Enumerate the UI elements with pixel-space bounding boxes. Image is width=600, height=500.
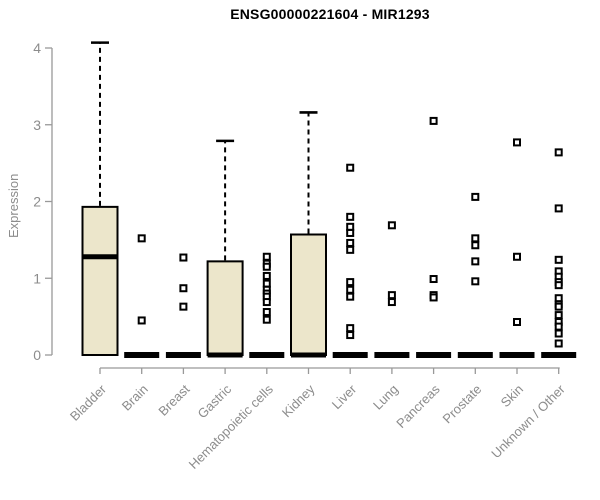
y-tick-label: 0 <box>33 347 41 363</box>
median-line <box>82 254 118 260</box>
x-tick-label: Breast <box>155 381 192 418</box>
outlier-point <box>346 212 355 221</box>
outlier-point <box>179 253 188 262</box>
outlier-point <box>346 285 355 294</box>
chart-title: ENSG00000221604 - MIR1293 <box>230 6 430 22</box>
y-tick-label: 1 <box>33 270 41 286</box>
outlier-point <box>179 302 188 311</box>
outlier-point <box>179 284 188 293</box>
zero-box-unknown-other <box>541 352 577 358</box>
box-kidney <box>290 233 327 356</box>
y-tick-label: 2 <box>33 194 41 210</box>
x-tick-label: Kidney <box>279 381 318 420</box>
x-tick-label: Bladder <box>67 381 110 424</box>
outlier-point <box>346 163 355 172</box>
outlier-point <box>346 228 355 237</box>
outlier-point <box>513 138 521 147</box>
outlier-point <box>429 275 438 284</box>
outlier-point <box>387 221 396 230</box>
outlier-point <box>429 293 438 302</box>
zero-box-liver <box>332 352 368 358</box>
outlier-point <box>554 302 563 311</box>
outlier-point <box>429 116 438 125</box>
zero-box-brain <box>124 352 160 358</box>
x-tick-label: Gastric <box>195 381 235 421</box>
x-tick-label: Brain <box>119 382 151 414</box>
outlier-point <box>471 241 480 250</box>
outlier-point <box>137 234 146 243</box>
box-gastric <box>206 260 244 356</box>
outlier-point <box>471 257 480 266</box>
outlier-point <box>554 148 563 157</box>
outlier-point <box>262 279 271 288</box>
outlier-point <box>513 252 521 261</box>
outlier-point <box>471 192 480 201</box>
outlier-point <box>137 316 146 325</box>
outlier-point <box>387 298 396 307</box>
outlier-point <box>262 315 271 324</box>
outlier-point <box>262 308 271 317</box>
outlier-point <box>262 252 271 261</box>
x-tick-label: Lung <box>370 382 401 413</box>
zero-box-hematopoietic-cells <box>249 352 285 358</box>
outlier-point <box>346 324 355 333</box>
outlier-point <box>471 234 480 243</box>
outlier-point <box>471 277 480 286</box>
outlier-point <box>513 317 521 326</box>
x-tick-label: Liver <box>329 381 360 412</box>
zero-box-pancreas <box>416 352 452 358</box>
outlier-point <box>554 294 563 303</box>
outlier-point <box>346 222 355 231</box>
zero-box-skin <box>499 352 535 358</box>
outlier-point <box>262 271 271 280</box>
y-tick-label: 3 <box>33 117 41 133</box>
x-tick-label: Prostate <box>440 382 485 427</box>
x-tick-label: Unknown / Other <box>488 381 568 461</box>
outlier-point <box>554 204 563 213</box>
outlier-point <box>554 329 563 338</box>
y-tick-label: 4 <box>33 40 41 56</box>
outlier-point <box>346 238 355 247</box>
outlier-point <box>554 322 563 331</box>
outlier-point <box>554 339 563 348</box>
outlier-point <box>554 311 563 320</box>
x-tick-label: Pancreas <box>393 381 443 431</box>
outlier-point <box>346 278 355 287</box>
outlier-point <box>554 255 563 264</box>
outlier-point <box>346 245 355 254</box>
median-line <box>291 352 326 358</box>
outlier-point <box>262 298 271 307</box>
zero-box-breast <box>165 352 201 358</box>
outlier-point <box>346 331 355 340</box>
outlier-point <box>346 292 355 301</box>
zero-box-prostate <box>457 352 493 358</box>
outlier-point <box>262 262 271 271</box>
box-bladder <box>81 205 119 356</box>
outlier-point <box>387 291 396 300</box>
outlier-point <box>554 281 563 290</box>
x-tick-label: Skin <box>498 382 526 410</box>
median-line <box>207 352 243 358</box>
zero-box-lung <box>374 352 410 358</box>
